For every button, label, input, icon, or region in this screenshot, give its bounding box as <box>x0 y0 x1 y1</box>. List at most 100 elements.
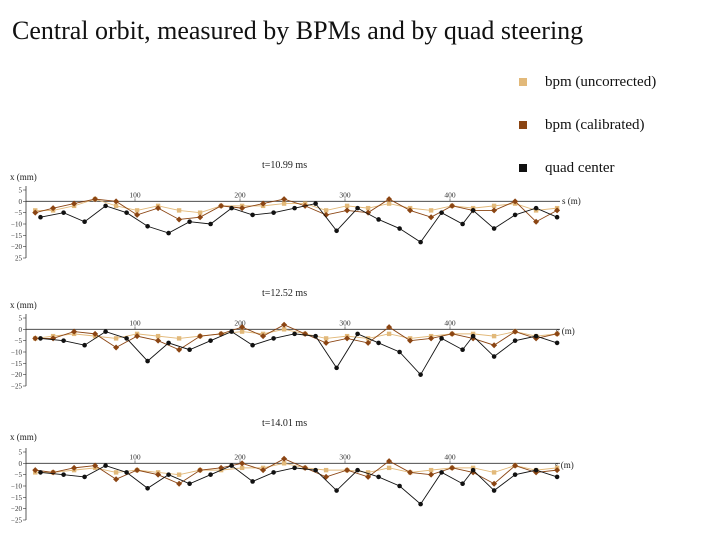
data-point-bpm-calibrated <box>386 196 393 203</box>
y-tick-label: 0 <box>19 326 23 334</box>
data-point-bpm-calibrated <box>281 455 288 462</box>
data-point-quad-center <box>313 201 318 206</box>
data-point-bpm-calibrated <box>32 335 39 342</box>
panel-time-label: t=10.99 ms <box>262 160 308 171</box>
data-point-bpm-uncorrected <box>323 336 329 341</box>
data-point-quad-center <box>397 349 402 355</box>
data-point-bpm-calibrated <box>386 458 393 465</box>
series-line-quad-center <box>40 465 558 505</box>
data-point-bpm-calibrated <box>365 473 372 480</box>
data-point-bpm-calibrated <box>428 471 435 478</box>
data-point-bpm-uncorrected <box>344 203 350 209</box>
data-point-bpm-calibrated <box>239 205 246 212</box>
x-tick-label: 100 <box>129 190 141 199</box>
legend-item-bpm-calibrated: bpm (calibrated) <box>515 113 645 137</box>
data-point-quad-center <box>439 470 444 475</box>
data-point-bpm-calibrated <box>113 344 120 351</box>
data-point-quad-center <box>124 336 129 341</box>
data-point-bpm-calibrated <box>512 462 519 469</box>
orbit-panel-1: t=10.99 ms x (mm) s (m) 5 0 −5 −10 −15 −20 25 1… <box>0 160 610 270</box>
data-point-bpm-calibrated <box>407 207 414 214</box>
data-point-bpm-calibrated <box>197 467 204 474</box>
data-point-quad-center <box>250 212 255 218</box>
data-point-quad-center <box>82 219 87 225</box>
x-tick-label: 200 <box>234 190 246 199</box>
data-point-bpm-calibrated <box>449 202 456 209</box>
data-point-bpm-calibrated <box>344 467 351 474</box>
data-point-bpm-calibrated <box>323 473 330 480</box>
data-point-quad-center <box>229 329 234 334</box>
data-point-quad-center <box>166 230 171 236</box>
x-axis-label: s (m) <box>555 460 574 470</box>
data-point-bpm-calibrated <box>92 462 99 469</box>
data-point-bpm-calibrated <box>134 211 141 218</box>
data-point-bpm-uncorrected <box>386 465 392 471</box>
legend-item-bpm-uncorrected: bpm (uncorrected) <box>515 70 656 94</box>
data-point-quad-center <box>292 331 297 337</box>
data-point-quad-center <box>334 488 339 493</box>
data-point-quad-center <box>61 472 66 477</box>
data-point-bpm-calibrated <box>134 333 141 340</box>
data-point-bpm-calibrated <box>302 464 309 471</box>
data-point-bpm-calibrated <box>92 196 99 203</box>
data-point-bpm-calibrated <box>281 196 288 203</box>
data-point-quad-center <box>470 208 476 213</box>
data-point-quad-center <box>124 470 129 475</box>
data-point-quad-center <box>103 203 108 209</box>
data-point-bpm-calibrated <box>323 339 330 346</box>
data-point-bpm-calibrated <box>554 330 561 337</box>
data-point-bpm-uncorrected <box>491 333 497 339</box>
y-tick-label: −15 <box>11 494 22 502</box>
data-point-quad-center <box>512 212 518 218</box>
y-tick-label: −25 <box>11 517 22 525</box>
data-point-bpm-calibrated <box>218 202 225 209</box>
data-point-quad-center <box>439 210 444 215</box>
data-point-quad-center <box>250 479 255 484</box>
data-point-bpm-uncorrected <box>155 333 161 339</box>
x-tick-label: 100 <box>129 452 141 461</box>
panel-time-label: t=12.52 ms <box>262 288 308 299</box>
data-point-bpm-calibrated <box>260 200 267 207</box>
legend-label: bpm (calibrated) <box>545 116 645 133</box>
data-point-quad-center <box>418 239 423 245</box>
data-point-quad-center <box>271 470 276 475</box>
data-point-bpm-calibrated <box>428 335 435 342</box>
data-point-quad-center <box>61 210 66 215</box>
data-point-quad-center <box>554 340 560 346</box>
data-point-bpm-calibrated <box>113 198 120 205</box>
y-tick-label: 0 <box>19 460 23 468</box>
y-tick-label: −10 <box>11 349 22 357</box>
data-point-quad-center <box>145 485 150 491</box>
data-point-bpm-calibrated <box>449 464 456 471</box>
data-point-bpm-uncorrected <box>281 461 287 466</box>
data-point-bpm-calibrated <box>218 464 225 471</box>
series-line-bpm-calibrated <box>35 458 558 485</box>
data-point-bpm-calibrated <box>71 328 78 335</box>
data-point-bpm-calibrated <box>323 211 330 218</box>
x-tick-label: 300 <box>339 452 351 461</box>
data-point-quad-center <box>187 347 192 353</box>
data-point-bpm-uncorrected <box>491 203 497 209</box>
x-axis-label: s (m) <box>556 326 575 336</box>
x-tick-label: 200 <box>234 318 246 327</box>
data-point-bpm-calibrated <box>155 337 162 344</box>
data-point-bpm-calibrated <box>491 207 498 214</box>
data-point-quad-center <box>491 226 497 231</box>
data-point-quad-center <box>166 340 171 346</box>
data-point-bpm-calibrated <box>512 328 519 335</box>
data-point-bpm-uncorrected <box>176 208 182 213</box>
y-axis-label: x (mm) <box>10 172 37 182</box>
data-point-bpm-uncorrected <box>134 208 140 213</box>
data-point-bpm-calibrated <box>491 480 498 487</box>
x-tick-label: 300 <box>339 318 351 327</box>
data-point-bpm-uncorrected <box>113 470 119 475</box>
data-point-bpm-uncorrected <box>239 329 245 334</box>
data-point-bpm-calibrated <box>407 337 414 344</box>
y-tick-label: 5 <box>19 187 23 195</box>
data-point-quad-center <box>292 205 297 211</box>
y-tick-label: 0 <box>19 198 23 206</box>
y-tick-label: 25 <box>15 255 23 263</box>
y-tick-label: −5 <box>15 209 23 217</box>
data-point-bpm-calibrated <box>92 330 99 337</box>
series-line-quad-center <box>40 203 558 243</box>
